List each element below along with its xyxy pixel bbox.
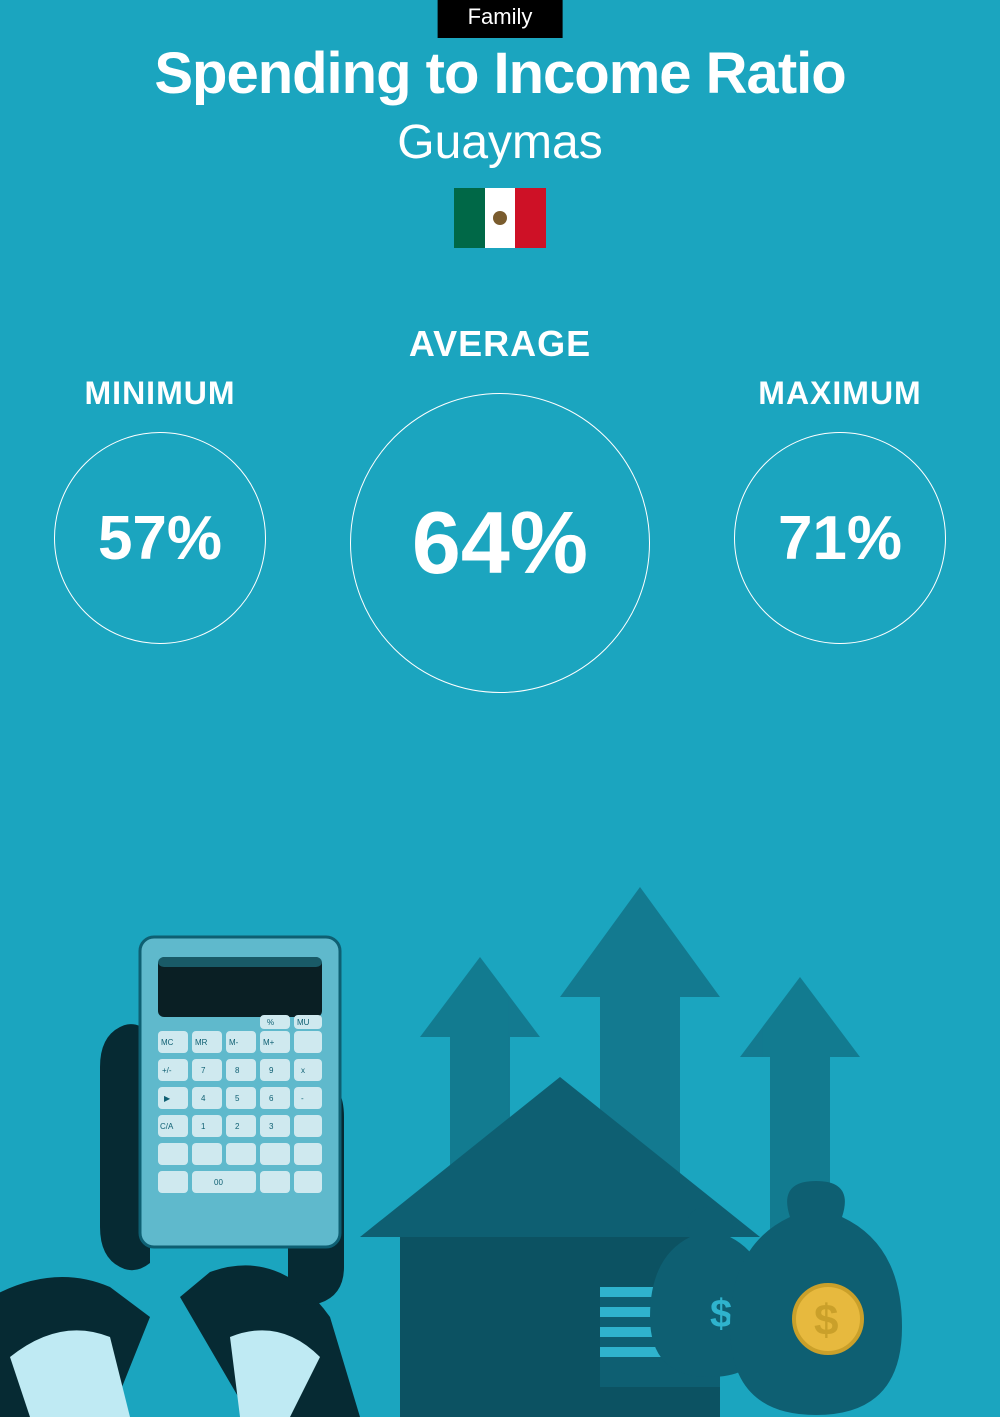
svg-text:7: 7 [201,1066,206,1075]
svg-text:1: 1 [201,1122,206,1131]
svg-text:$: $ [710,1292,732,1336]
svg-text:6: 6 [269,1094,274,1103]
stat-average-label: AVERAGE [340,323,660,365]
bottom-illustration: $ $ [0,817,1000,1417]
stat-minimum-value: 57% [98,503,222,574]
stat-minimum-label: MINIMUM [50,375,270,412]
svg-text:-: - [301,1094,304,1103]
stat-minimum: MINIMUM 57% [50,375,270,644]
category-tag-label: Family [468,4,533,29]
location-subtitle: Guaymas [0,115,1000,170]
svg-text:4: 4 [201,1094,206,1103]
svg-text:2: 2 [235,1122,240,1131]
stat-maximum-label: MAXIMUM [730,375,950,412]
stat-minimum-circle: 57% [54,432,266,644]
stat-average-circle: 64% [350,393,650,693]
stat-average-value: 64% [412,492,588,594]
svg-text:%: % [267,1018,274,1027]
stat-maximum-value: 71% [778,503,902,574]
svg-text:MC: MC [161,1038,174,1047]
stat-maximum-circle: 71% [734,432,946,644]
svg-text:M+: M+ [263,1038,275,1047]
svg-text:00: 00 [214,1178,223,1187]
svg-text:M-: M- [229,1038,239,1047]
svg-text:8: 8 [235,1066,240,1075]
stats-row: MINIMUM 57% AVERAGE 64% MAXIMUM 71% [0,323,1000,723]
svg-text:MR: MR [195,1038,208,1047]
mexico-flag-icon [454,188,546,248]
illustration-svg: $ $ [0,817,1000,1417]
page-title: Spending to Income Ratio [0,40,1000,107]
svg-text:3: 3 [269,1122,274,1131]
svg-text:MU: MU [297,1018,310,1027]
stat-maximum: MAXIMUM 71% [730,375,950,644]
svg-text:9: 9 [269,1066,274,1075]
svg-text:+/-: +/- [162,1066,172,1075]
svg-text:C/A: C/A [160,1122,174,1131]
calculator-icon: MCMRM-M+ +/-789x ▶456- C/A123 00 %MU % M… [140,937,340,1247]
svg-text:$: $ [814,1296,838,1345]
svg-text:▶: ▶ [164,1094,171,1103]
stat-average: AVERAGE 64% [340,323,660,693]
category-tag: Family [438,0,563,38]
money-bag-large-icon: $ [730,1181,902,1415]
svg-text:x: x [301,1066,305,1075]
svg-text:5: 5 [235,1094,240,1103]
